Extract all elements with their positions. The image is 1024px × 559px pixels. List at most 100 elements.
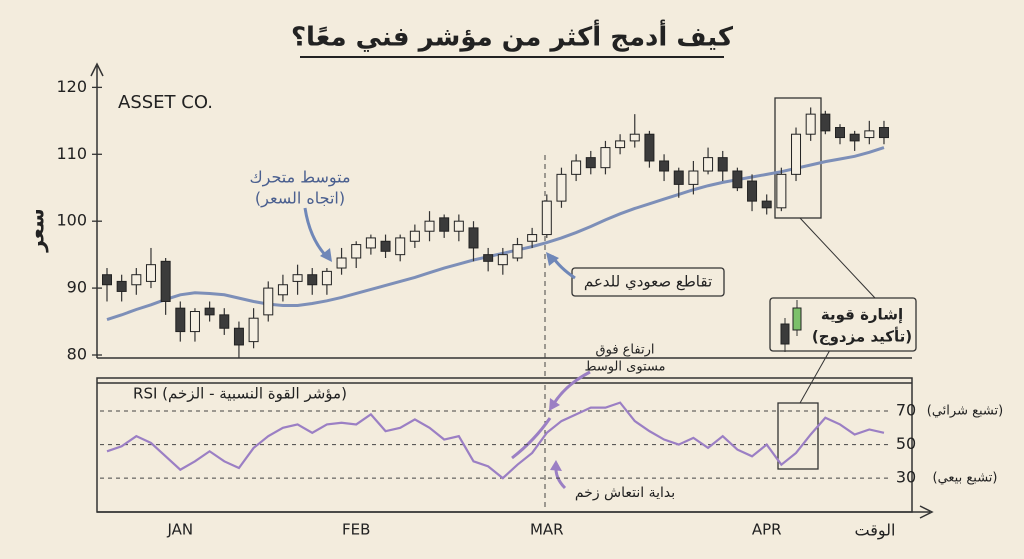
connector [799, 349, 831, 404]
asset-label: ASSET CO. [118, 92, 213, 113]
annotation: إشارة قوية [821, 306, 903, 324]
candle-body [219, 314, 230, 329]
x-tick-label: JAN [166, 521, 193, 539]
y-tick-label: 120 [56, 77, 87, 96]
signal-box [774, 97, 822, 219]
candle-body [233, 327, 244, 346]
annotation: ارتفاع فوق [596, 343, 655, 358]
candle-body [527, 234, 538, 242]
signal-callout [769, 297, 917, 352]
candle-body [380, 240, 391, 252]
y-tick-label: 70 [896, 401, 916, 420]
annotation: (تشبع شرائي) [927, 404, 1003, 419]
candle-body [805, 113, 816, 135]
candle-body [204, 307, 215, 316]
y-axis-label: سعر [25, 208, 49, 252]
candle-body [600, 147, 611, 169]
candle-body [585, 157, 596, 169]
x-tick-label: APR [752, 521, 782, 539]
annotation: مستوى الوسط [584, 360, 665, 375]
candle-body [189, 311, 200, 333]
candle-body [483, 254, 494, 262]
candle-body [541, 200, 552, 236]
y-tick-label: 80 [67, 345, 87, 364]
candle-body [673, 170, 684, 185]
axis-arrow [919, 505, 934, 519]
candle-body [820, 113, 831, 132]
candle-body [116, 280, 127, 292]
y-tick-label: 30 [896, 468, 916, 487]
candle-body [644, 133, 655, 162]
y-tick-label: 110 [56, 144, 87, 163]
candle-body [615, 140, 626, 149]
rsi-line [106, 401, 885, 480]
candle-body [175, 307, 186, 333]
candle-body [160, 260, 171, 302]
candle-body [351, 244, 362, 259]
y-tick-label: 100 [56, 211, 87, 230]
candle-body [409, 230, 420, 242]
signal-box [777, 402, 819, 470]
y-tick-label: 90 [67, 278, 87, 297]
chart-title: كيف أدمج أكثر من مؤشر فني معًا؟ [291, 20, 734, 53]
x-tick-label: FEB [342, 521, 370, 539]
candle-body [307, 274, 318, 286]
candle-body [395, 237, 406, 256]
x-tick-label: MAR [530, 521, 564, 539]
icon-candle [780, 323, 790, 345]
candle-body [659, 160, 670, 172]
arrowhead [550, 460, 562, 471]
candle-body [703, 157, 714, 172]
annotation: تقاطع صعودي للدعم [584, 273, 712, 292]
candle-body [453, 220, 464, 232]
candle-body [556, 173, 567, 202]
candle-body [365, 237, 376, 249]
annotation: (تأكيد مزدوج) [812, 327, 912, 346]
candle-body [336, 257, 347, 269]
candle-body [732, 170, 743, 189]
connector [799, 217, 876, 299]
annotation: (اتجاه السعر) [255, 189, 345, 209]
candle-body [321, 270, 332, 286]
annotation: (تشبع بيعي) [933, 471, 998, 486]
candle-body [849, 133, 860, 142]
annotation: متوسط متحرك [249, 168, 350, 188]
candle-body [102, 274, 112, 286]
rsi-title: RSI (مؤشر القوة النسبية - الزخم) [133, 385, 347, 403]
annotation-arrow [511, 417, 552, 460]
candle-body [776, 173, 787, 209]
arrowhead [320, 248, 332, 262]
x-axis-label: الوقت [855, 521, 896, 541]
candle-body [571, 160, 582, 175]
candle-body [497, 254, 508, 266]
arrowhead [546, 252, 559, 266]
candle-body [761, 200, 772, 209]
candle-body [878, 127, 889, 139]
candle-body [791, 133, 802, 175]
axis-arrow [90, 62, 104, 77]
candle-body [512, 244, 523, 259]
candle-body [864, 130, 875, 139]
candle-body [468, 227, 479, 249]
candle-body [424, 220, 435, 232]
candle-body [835, 127, 845, 139]
y-tick-label: 50 [896, 434, 916, 453]
annotation: بداية انتعاش زخم [575, 485, 675, 501]
candle-body [248, 317, 259, 343]
moving-average [106, 146, 885, 321]
candle-body [688, 170, 699, 185]
candle-body [717, 157, 728, 172]
candle-body [263, 287, 274, 316]
arrowhead [549, 398, 560, 411]
candle-body [747, 180, 758, 202]
candle-body [292, 274, 303, 282]
candle-body [277, 284, 288, 296]
candle-body [145, 264, 156, 282]
crossover-callout [571, 267, 725, 297]
icon-candle [792, 307, 802, 331]
candle-body [629, 133, 640, 142]
candle-body [439, 217, 450, 232]
candle-body [131, 274, 142, 286]
